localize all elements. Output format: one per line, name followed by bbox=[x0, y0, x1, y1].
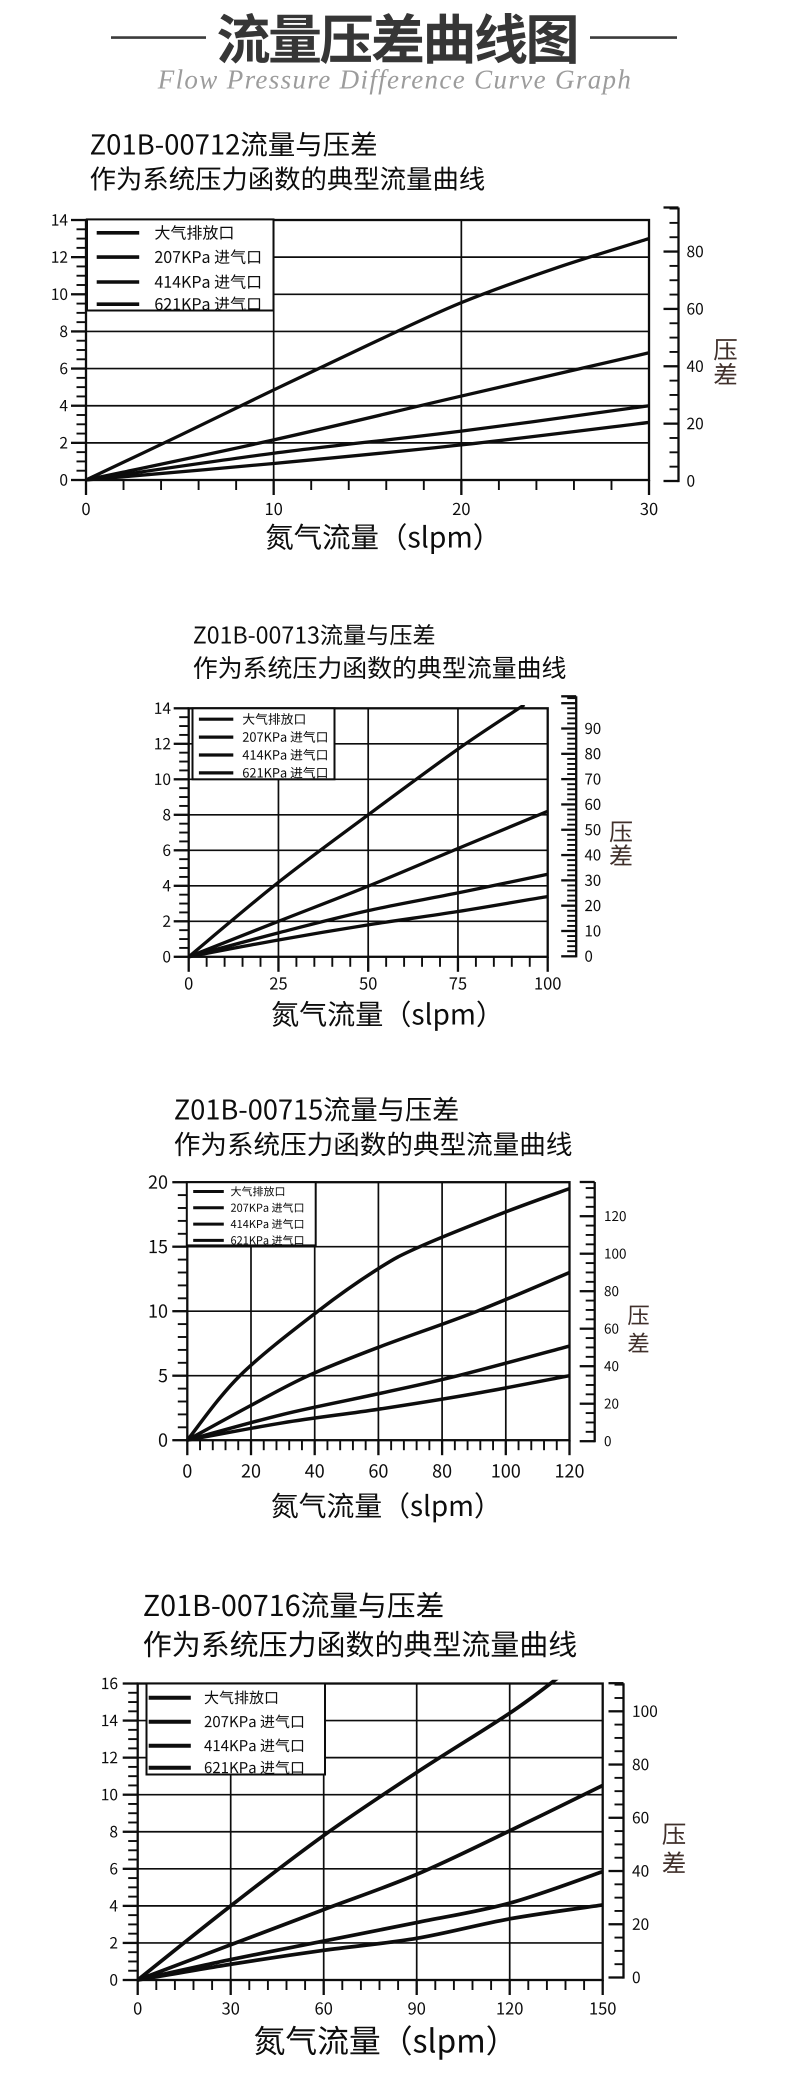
svg-text:Flow Pressure Difference Curve: Flow Pressure Difference Curve Graph bbox=[157, 65, 633, 95]
